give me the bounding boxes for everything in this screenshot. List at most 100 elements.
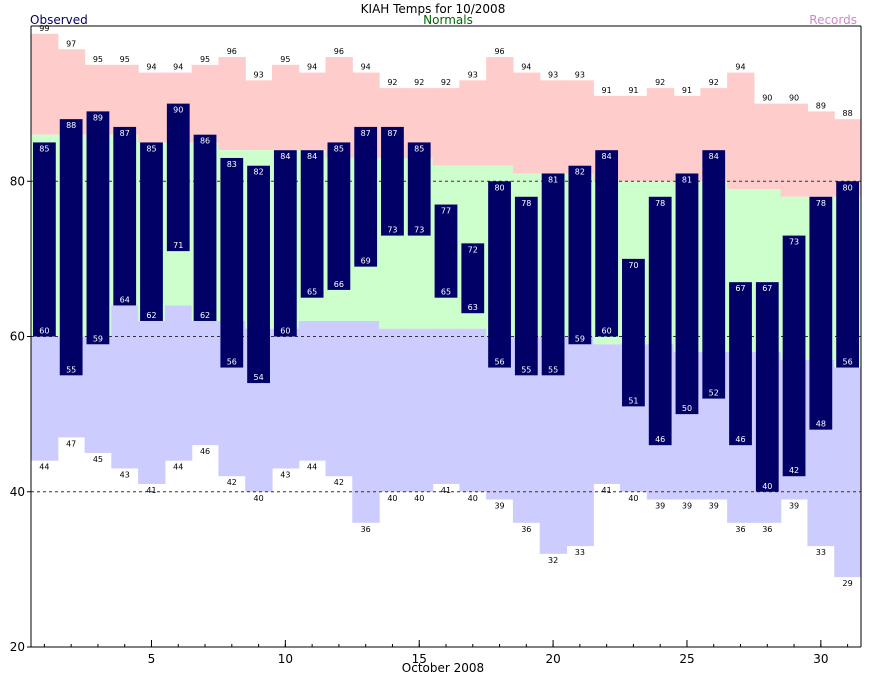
observed-bar (33, 142, 56, 337)
observed-bar (434, 204, 458, 298)
observed-bar (407, 142, 431, 236)
observed-bar (675, 173, 699, 415)
record-low-label: 43 (280, 470, 290, 479)
record-low-label: 45 (93, 455, 103, 464)
x-tick-label: 5 (148, 652, 156, 666)
record-low-band (111, 305, 139, 469)
record-high-band (432, 88, 460, 166)
record-low-band (271, 328, 300, 469)
observed-high-label: 89 (93, 113, 103, 122)
record-high-band (539, 80, 568, 174)
observed-low-label: 56 (843, 358, 853, 367)
record-low-label: 36 (735, 525, 745, 534)
record-high-band (271, 64, 300, 151)
record-low-band (191, 320, 220, 446)
record-low-label: 44 (39, 463, 49, 472)
record-high-label: 92 (414, 78, 424, 87)
record-low-band (325, 320, 353, 477)
record-high-band (111, 64, 139, 135)
record-high-label: 95 (200, 55, 210, 64)
observed-low-label: 40 (762, 482, 772, 491)
record-low-label: 39 (655, 502, 665, 511)
record-low-band (298, 320, 327, 461)
observed-high-label: 86 (200, 137, 210, 146)
record-high-label: 91 (682, 86, 692, 95)
record-high-label: 97 (66, 39, 76, 48)
observed-high-label: 70 (628, 261, 638, 270)
record-high-label: 94 (521, 63, 531, 72)
observed-high-label: 67 (762, 284, 772, 293)
record-low-label: 39 (789, 502, 799, 511)
record-low-label: 40 (468, 494, 478, 503)
record-high-label: 94 (173, 63, 183, 72)
observed-high-label: 85 (146, 144, 156, 153)
observed-high-label: 85 (334, 144, 344, 153)
observed-low-label: 62 (200, 311, 210, 320)
record-high-band (727, 72, 755, 190)
record-high-label: 93 (575, 70, 585, 79)
observed-bar (729, 282, 752, 446)
axes: 20 40 60 80 5 10 15 20 25 30 (10, 25, 862, 666)
record-low-label: 40 (387, 494, 397, 503)
observed-bar (300, 150, 324, 298)
observed-bar (86, 111, 110, 345)
record-high-label: 92 (709, 78, 719, 87)
record-low-label: 29 (843, 579, 853, 588)
record-high-label: 88 (843, 109, 853, 118)
observed-bar (113, 126, 137, 306)
y-tick-label: 80 (10, 174, 25, 188)
record-low-label: 42 (334, 478, 344, 487)
observed-low-label: 46 (735, 435, 745, 444)
observed-low-label: 71 (173, 241, 183, 250)
record-low-band (834, 367, 862, 578)
observed-bars (33, 103, 859, 492)
observed-high-label: 72 (468, 245, 478, 254)
observed-bar (327, 142, 351, 290)
record-low-band (138, 320, 166, 484)
observed-low-label: 66 (334, 280, 344, 289)
observed-low-label: 48 (816, 420, 826, 429)
legend-records: Records (809, 13, 857, 27)
record-high-band (191, 64, 220, 143)
record-high-label: 96 (334, 47, 344, 56)
record-high-label: 92 (441, 78, 451, 87)
legend-observed: Observed (30, 13, 88, 27)
record-high-band (780, 103, 809, 197)
record-low-label: 46 (200, 447, 210, 456)
y-tick-label: 40 (10, 485, 25, 499)
record-high-label: 94 (146, 63, 156, 72)
record-high-label: 92 (387, 78, 397, 87)
observed-high-label: 81 (548, 175, 558, 184)
observed-low-label: 60 (602, 327, 612, 336)
observed-bar (488, 181, 511, 368)
record-high-label: 93 (468, 70, 478, 79)
chart-title: KIAH Temps for 10/2008 (361, 2, 506, 16)
observed-high-label: 84 (280, 152, 290, 161)
record-low-band (432, 328, 460, 484)
observed-low-label: 50 (682, 404, 692, 413)
observed-high-label: 85 (39, 144, 49, 153)
record-high-label: 93 (548, 70, 558, 79)
record-low-band (352, 320, 380, 523)
observed-bar (809, 196, 833, 430)
observed-bar (193, 134, 217, 321)
observed-high-label: 82 (575, 168, 585, 177)
observed-bar (702, 150, 726, 399)
observed-bar (541, 173, 565, 376)
record-high-band (298, 72, 327, 151)
observed-high-label: 87 (120, 129, 130, 138)
observed-bar (648, 196, 672, 446)
record-high-label: 96 (227, 47, 237, 56)
observed-low-label: 52 (709, 389, 719, 398)
observed-bar (59, 119, 83, 376)
record-low-label: 42 (227, 478, 237, 487)
record-low-band (459, 328, 487, 492)
record-low-label: 39 (709, 502, 719, 511)
observed-bar (836, 181, 859, 368)
observed-high-label: 77 (441, 207, 451, 216)
observed-low-label: 56 (227, 358, 237, 367)
record-high-band (753, 103, 782, 190)
record-high-label: 90 (762, 94, 772, 103)
observed-low-label: 51 (628, 396, 638, 405)
